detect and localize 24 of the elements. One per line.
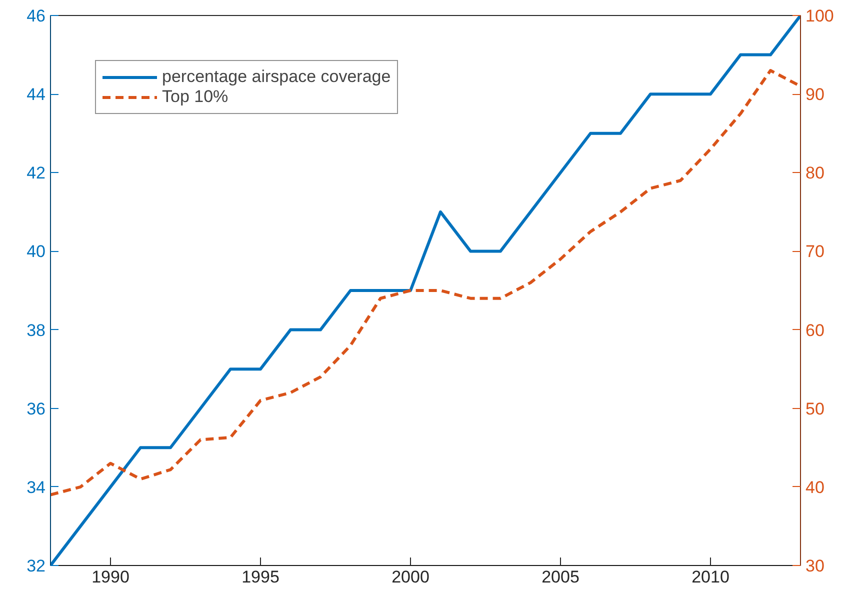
x-tick-label: 2010	[692, 568, 730, 586]
y-tick-label: 40	[26, 242, 46, 262]
y2-tick-label: 90	[806, 85, 824, 104]
legend-label: percentage airspace coverage	[162, 67, 391, 87]
y-tick-label: 42	[26, 164, 46, 183]
y-tick-label: 46	[26, 6, 46, 26]
y-tick-label: 44	[26, 85, 46, 104]
x-tick-label: 1990	[92, 568, 130, 586]
y-tick-label: 36	[26, 399, 46, 418]
y2-tick-label: 70	[806, 242, 824, 262]
y2-tick-label: 60	[806, 320, 824, 340]
y-tick-label: 34	[26, 478, 46, 497]
x-tick-label: 1995	[242, 568, 280, 586]
y2-tick-label: 80	[806, 164, 824, 183]
legend-label: Top 10%	[162, 87, 228, 107]
y-tick-label: 38	[26, 320, 46, 340]
y2-tick-label: 40	[806, 478, 824, 497]
y2-tick-label: 100	[806, 6, 834, 26]
y2-tick-label: 50	[806, 399, 824, 418]
x-tick-label: 2000	[392, 568, 430, 586]
line-series	[50, 69, 800, 496]
y-tick-label: 32	[26, 556, 46, 576]
x-tick-label: 2005	[542, 568, 580, 586]
y2-tick-label: 30	[806, 556, 824, 576]
